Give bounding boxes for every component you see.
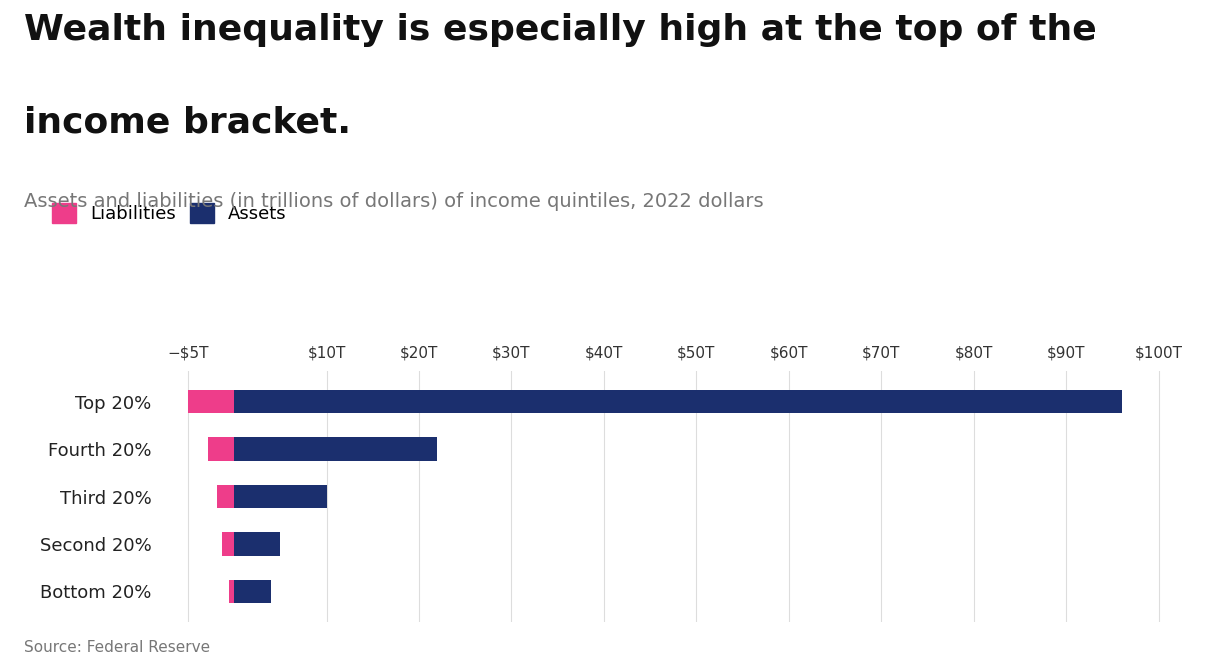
Bar — [209, 437, 234, 461]
Text: Wealth inequality is especially high at the top of the: Wealth inequality is especially high at … — [24, 13, 1097, 47]
Bar — [234, 579, 271, 603]
Bar — [234, 532, 281, 556]
Bar — [234, 437, 438, 461]
Text: Assets and liabilities (in trillions of dollars) of income quintiles, 2022 dolla: Assets and liabilities (in trillions of … — [24, 192, 764, 211]
Text: Source: Federal Reserve: Source: Federal Reserve — [24, 640, 211, 655]
Text: income bracket.: income bracket. — [24, 106, 351, 140]
Legend: Liabilities, Assets: Liabilities, Assets — [52, 203, 287, 223]
Bar — [234, 390, 1121, 414]
Bar — [188, 390, 234, 414]
Bar — [234, 485, 327, 508]
Bar — [229, 579, 234, 603]
Bar — [217, 485, 234, 508]
Bar — [222, 532, 234, 556]
